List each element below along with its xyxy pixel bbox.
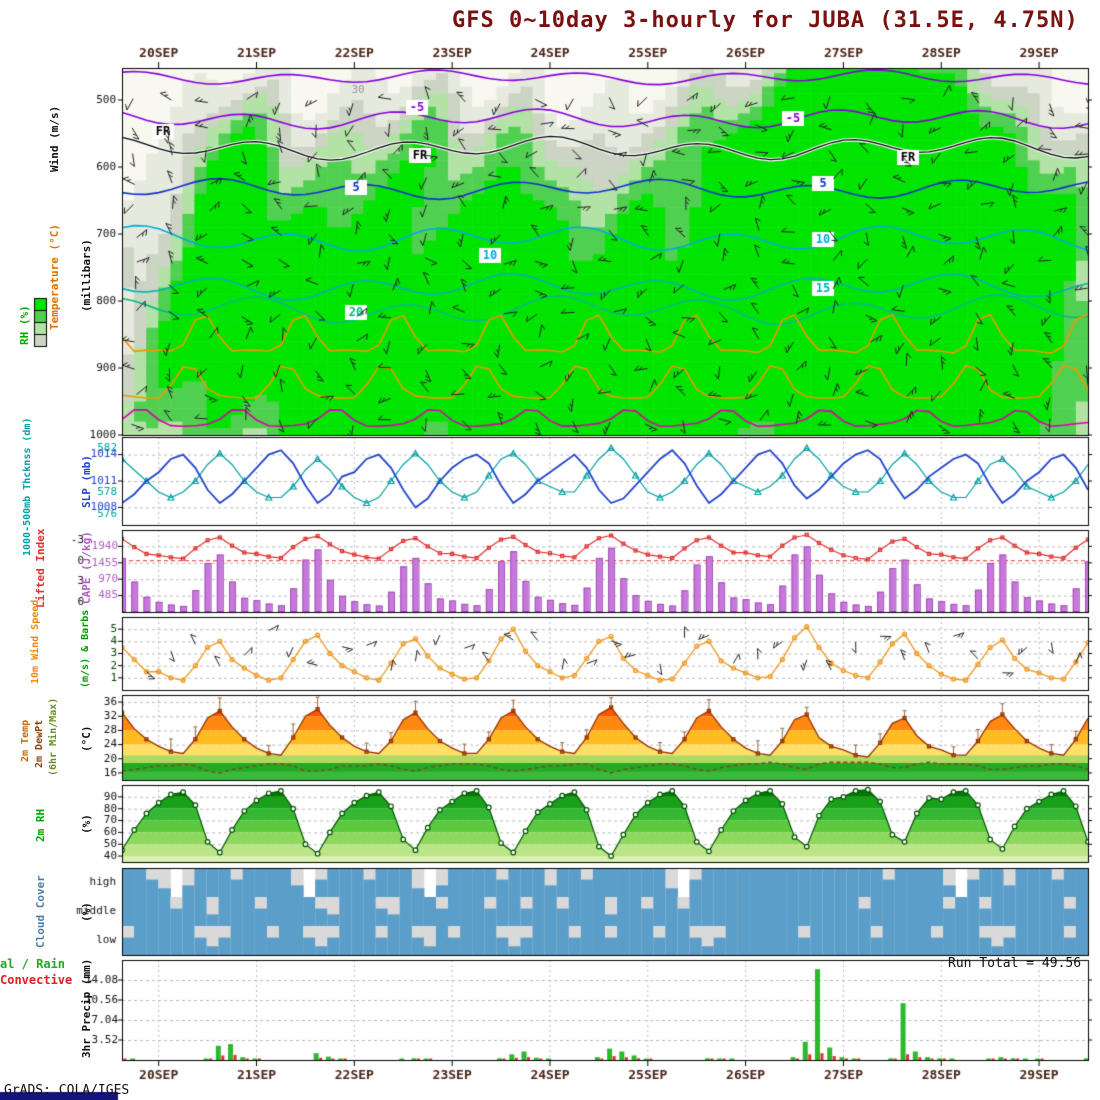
- ylabel-3hr-precip: 3hr Precip (mm): [80, 958, 93, 1058]
- ylabel-lifted-index: Lifted Index: [34, 528, 47, 608]
- ylabel-percent-cloud: (%): [80, 902, 93, 922]
- page-title: GFS 0~10day 3-hourly for JUBA (31.5E, 4.…: [452, 8, 1079, 33]
- ylabel-rh: RH (%): [18, 305, 31, 345]
- grads-credit: GrADS: COLA/IGES: [4, 1083, 130, 1098]
- ylabel-2m-dewpt: 2m DewPt: [34, 719, 45, 768]
- ylabel-cloud-cover: Cloud Cover: [34, 875, 47, 948]
- ylabel-6hr-minmax: (6hr Min/Max): [48, 697, 59, 776]
- ylabel-ms-barbs: (m/s) & Barbs: [80, 609, 91, 688]
- legend-total-rain: al / Rain: [0, 957, 66, 971]
- ylabel-2m-rh: 2m RH: [34, 808, 47, 842]
- ylabel-temperature: Temperature (°C): [48, 224, 61, 330]
- ylabel-degc: (°C): [80, 725, 93, 753]
- ylabel-millibars: (millibars): [80, 239, 93, 312]
- legend-convective: Convective: [0, 973, 73, 987]
- ylabel-thickness: 1000-500mb Thcknss (dm): [22, 417, 33, 556]
- ylabel-2m-temp: 2m Temp: [20, 719, 31, 762]
- ylabel-percent-rh: (%): [80, 814, 93, 834]
- ylabel-wind: Wind (m/s): [48, 105, 61, 172]
- run-total-annotation: Run Total = 49.56: [948, 956, 1082, 971]
- ylabel-cape: CAPE (J/kg): [80, 531, 93, 604]
- ylabel-slp: SLP (mb): [80, 455, 93, 508]
- ylabel-10m-wind-speed: 10m Wind Speed: [30, 599, 41, 684]
